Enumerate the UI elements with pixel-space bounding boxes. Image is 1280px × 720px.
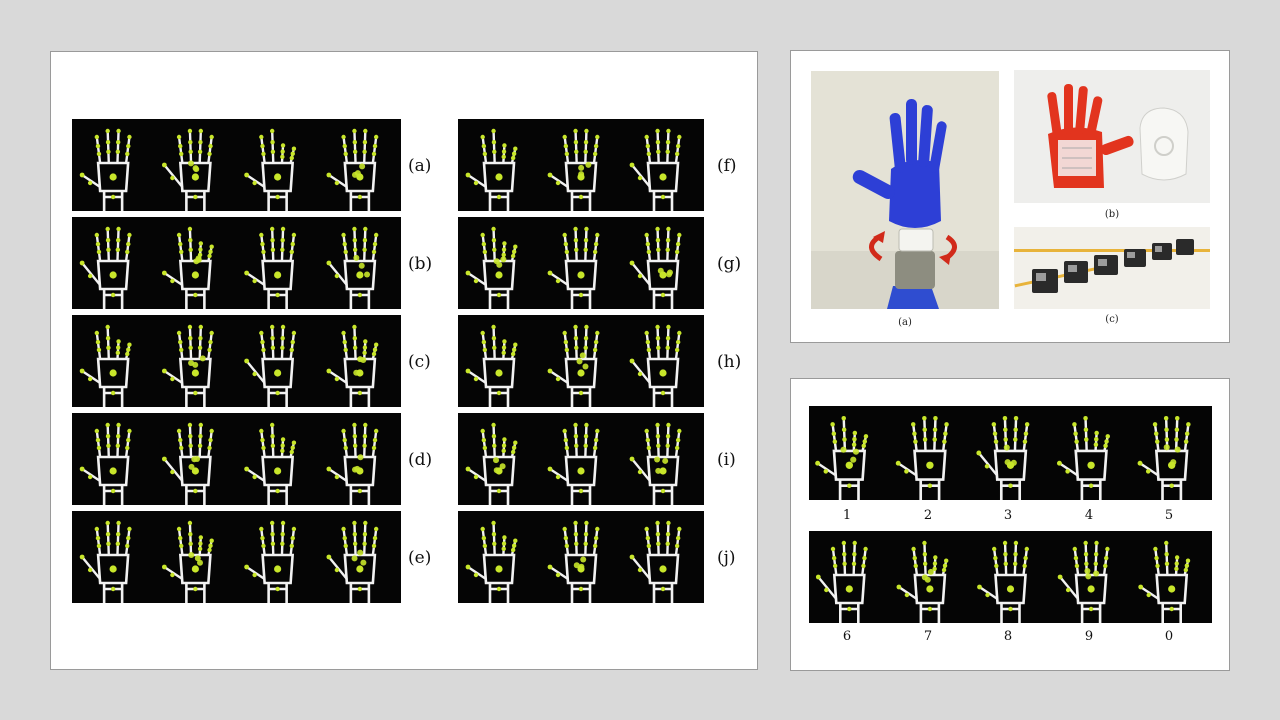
hand-skeleton	[547, 128, 600, 211]
hand-skeleton	[161, 324, 214, 407]
hand-skeleton	[977, 540, 1029, 623]
digit-label-6: 6	[842, 629, 852, 644]
hand-skeleton	[1057, 540, 1110, 623]
digit-label-2: 2	[923, 508, 933, 523]
hand-parts-photo	[1014, 70, 1210, 203]
hand-skeleton	[896, 540, 949, 623]
hand-skeleton-figure	[465, 128, 682, 211]
row-label-c: (c)	[408, 352, 431, 372]
row-label-d: (d)	[408, 450, 433, 470]
hand-skeleton-figure	[815, 540, 1191, 623]
digit-label-4: 4	[1084, 508, 1094, 523]
hand-skeleton	[629, 520, 682, 603]
digits-panel: 1 2 3 4 5 6 7 8 9 0	[790, 378, 1230, 671]
gesture-strip-b	[72, 217, 401, 309]
row-label-g: (g)	[717, 254, 742, 274]
hand-skeleton	[326, 128, 379, 211]
hand-skeleton	[815, 540, 868, 623]
hand-skeleton-figure	[79, 226, 379, 309]
digit-label-8: 8	[1003, 629, 1013, 644]
hand-skeleton	[161, 422, 214, 505]
robotic-hand-photo	[811, 71, 999, 309]
hand-skeleton	[79, 128, 132, 211]
hand-skeleton	[79, 324, 132, 407]
hand-skeleton-figure	[465, 422, 682, 505]
digit-label-9: 9	[1084, 629, 1094, 644]
gesture-strip-a	[72, 119, 401, 211]
hand-skeleton	[326, 520, 379, 603]
hand-skeleton-figure	[79, 520, 379, 603]
gesture-strip-e	[72, 511, 401, 603]
hand-skeleton	[326, 422, 379, 505]
hand-skeleton	[815, 416, 869, 500]
digits-strip-1-5	[809, 406, 1212, 500]
hand-skeleton	[629, 324, 682, 407]
hand-skeleton	[79, 226, 132, 309]
servo-motors-photo	[1014, 227, 1210, 309]
digit-label-1: 1	[842, 508, 852, 523]
gesture-strip-d	[72, 413, 401, 505]
hand-skeleton-figure	[815, 416, 1191, 500]
digit-label-3: 3	[1003, 508, 1013, 523]
hand-skeleton	[465, 520, 518, 603]
hand-skeleton	[161, 226, 214, 309]
hand-skeleton-figure	[465, 324, 682, 407]
hand-skeleton	[326, 324, 379, 407]
hand-skeleton-figure	[465, 520, 682, 603]
row-label-i: (i)	[717, 450, 736, 470]
digits-strip-6-0	[809, 531, 1212, 623]
hand-skeleton	[244, 520, 297, 603]
hand-skeleton	[629, 128, 682, 211]
hand-skeleton	[244, 226, 297, 309]
hand-skeleton	[976, 416, 1030, 500]
hand-skeleton	[629, 422, 682, 505]
hand-skeleton-figure	[79, 422, 379, 505]
hand-skeleton	[1056, 416, 1111, 500]
hand-skeleton	[547, 324, 600, 407]
hand-skeleton	[465, 324, 518, 407]
hand-skeleton	[547, 422, 600, 505]
hand-skeleton	[244, 128, 297, 211]
hand-skeleton	[465, 422, 518, 505]
hardware-panel: (a) (b)	[790, 50, 1230, 343]
row-label-e: (e)	[408, 548, 432, 568]
caption-a: (a)	[898, 317, 912, 328]
hand-skeleton	[161, 128, 214, 211]
digit-label-0: 0	[1164, 629, 1174, 644]
gesture-strip-f	[458, 119, 704, 211]
gesture-strip-i	[458, 413, 704, 505]
hand-skeleton	[465, 128, 518, 211]
row-label-h: (h)	[717, 352, 742, 372]
hand-skeleton	[1137, 416, 1191, 500]
row-label-j: (j)	[717, 548, 736, 568]
hand-skeleton	[465, 226, 518, 309]
gesture-strip-g	[458, 217, 704, 309]
gesture-strip-h	[458, 315, 704, 407]
caption-c: (c)	[1105, 314, 1119, 325]
row-label-b: (b)	[408, 254, 433, 274]
digit-label-5: 5	[1164, 508, 1174, 523]
hand-skeleton	[326, 226, 379, 309]
hand-skeleton	[244, 422, 297, 505]
gesture-panel: (a) (b) (c) (d) (e) (f) (g) (h) (i) (j)	[50, 51, 758, 670]
hand-skeleton	[895, 416, 949, 500]
digit-label-7: 7	[923, 629, 933, 644]
hand-skeleton-figure	[79, 324, 379, 407]
gesture-strip-c	[72, 315, 401, 407]
hand-skeleton	[1138, 540, 1191, 623]
hand-skeleton	[547, 520, 600, 603]
row-label-a: (a)	[408, 156, 432, 176]
hand-skeleton-figure	[465, 226, 682, 309]
row-label-f: (f)	[717, 156, 737, 176]
hand-skeleton	[629, 226, 682, 309]
hand-skeleton	[244, 324, 297, 407]
hand-skeleton	[547, 226, 600, 309]
hand-skeleton-figure	[79, 128, 379, 211]
caption-b: (b)	[1104, 209, 1120, 220]
hand-skeleton	[79, 422, 132, 505]
hand-skeleton	[79, 520, 132, 603]
hand-skeleton	[161, 520, 214, 603]
gesture-strip-j	[458, 511, 704, 603]
